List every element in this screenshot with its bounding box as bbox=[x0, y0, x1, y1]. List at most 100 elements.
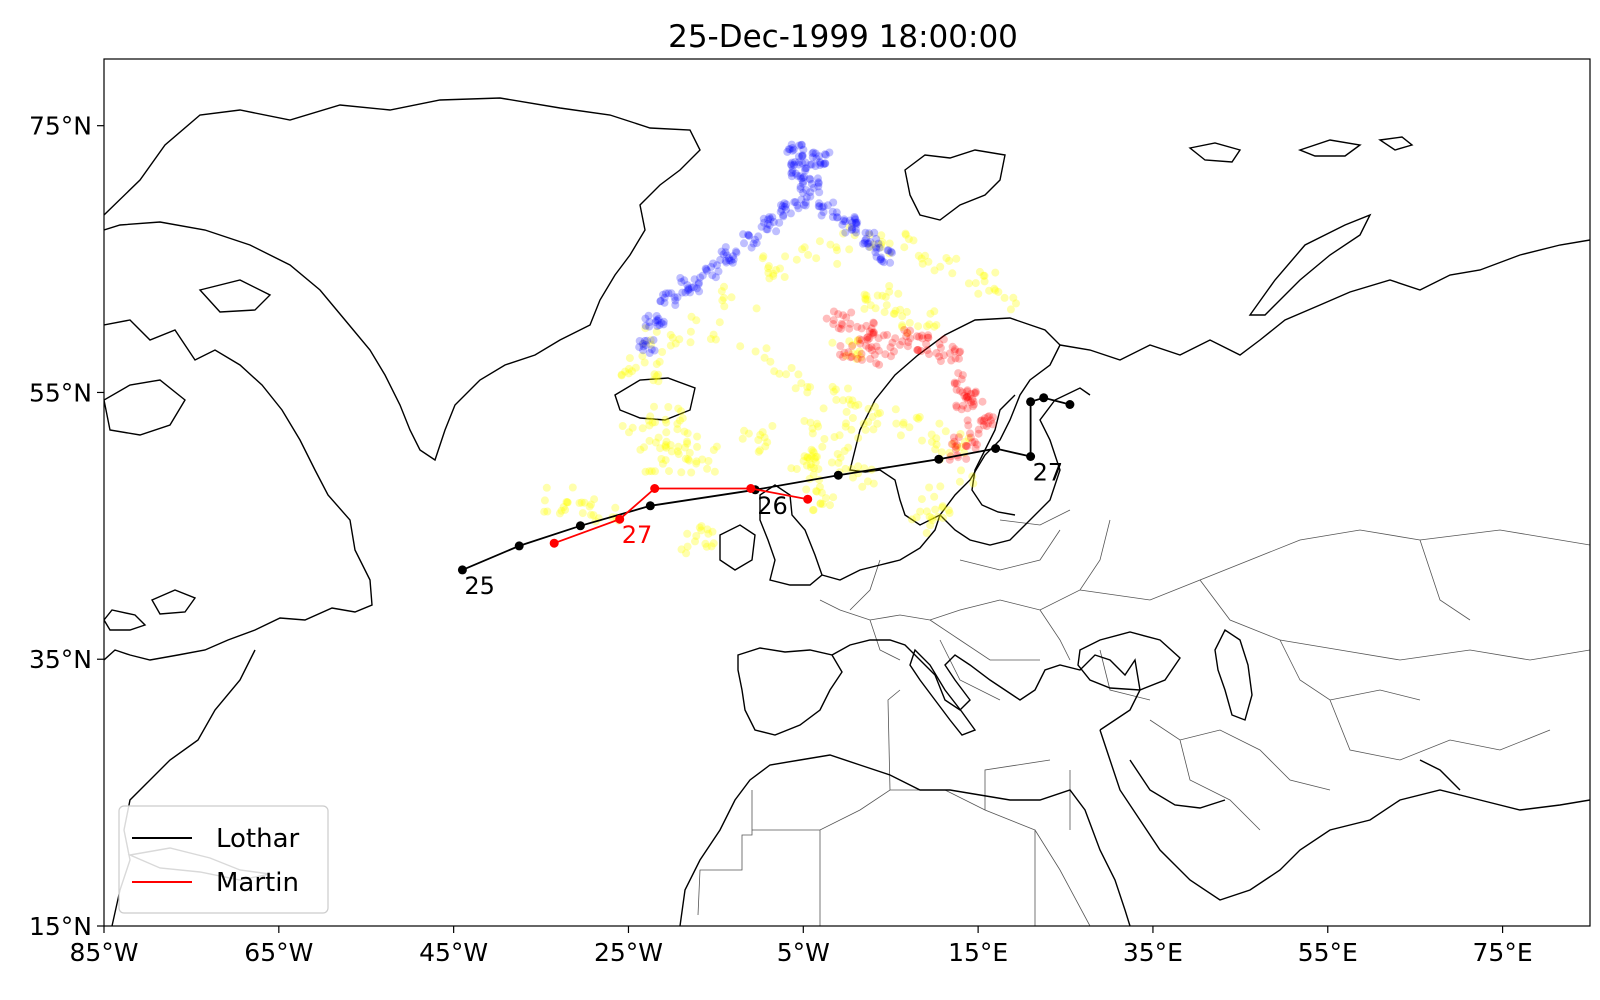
particle-yellow bbox=[807, 445, 816, 454]
particle-yellow bbox=[964, 279, 973, 288]
particle-yellow bbox=[847, 400, 855, 409]
particle-yellow bbox=[703, 464, 712, 473]
particle-blue bbox=[796, 185, 805, 193]
particle-red bbox=[966, 429, 974, 438]
particle-yellow bbox=[980, 277, 989, 286]
particle-blue bbox=[659, 290, 667, 299]
particle-blue bbox=[722, 258, 731, 267]
russia-north-coast bbox=[1059, 239, 1590, 361]
particle-yellow bbox=[715, 318, 724, 327]
particle-red bbox=[970, 389, 979, 398]
particle-red bbox=[867, 346, 876, 355]
particle-yellow bbox=[650, 402, 658, 411]
particle-blue bbox=[696, 273, 705, 282]
particle-yellow bbox=[766, 357, 775, 366]
particle-blue bbox=[806, 175, 815, 184]
particle-yellow bbox=[873, 291, 882, 300]
particle-blue bbox=[819, 208, 828, 216]
particle-blue bbox=[695, 287, 704, 296]
particle-yellow bbox=[701, 539, 710, 548]
particle-blue bbox=[780, 202, 789, 211]
particle-cloud bbox=[540, 140, 1020, 558]
particle-yellow bbox=[952, 254, 961, 263]
particle-yellow bbox=[683, 429, 692, 438]
particle-blue bbox=[751, 235, 759, 244]
particle-red bbox=[954, 433, 963, 442]
particle-yellow bbox=[704, 529, 713, 538]
particle-yellow bbox=[764, 268, 773, 277]
particle-yellow bbox=[809, 505, 818, 514]
particle-yellow bbox=[912, 513, 921, 522]
particle-yellow bbox=[787, 364, 796, 372]
particle-yellow bbox=[816, 499, 825, 508]
particle-yellow bbox=[918, 259, 927, 268]
particle-yellow bbox=[880, 308, 889, 317]
particle-yellow bbox=[685, 456, 694, 465]
particle-blue bbox=[808, 160, 816, 169]
particle-red bbox=[966, 390, 975, 398]
particle-yellow bbox=[645, 436, 654, 445]
particle-yellow bbox=[869, 425, 878, 434]
particle-blue bbox=[808, 153, 817, 162]
particle-yellow bbox=[650, 370, 659, 379]
particle-yellow bbox=[587, 500, 595, 509]
middle-east-coast bbox=[1099, 729, 1590, 901]
particle-yellow bbox=[969, 479, 978, 488]
track-point-lothar bbox=[991, 444, 1001, 453]
particle-yellow bbox=[845, 337, 854, 346]
particle-blue bbox=[797, 141, 806, 149]
particle-blue bbox=[811, 149, 820, 158]
particle-yellow bbox=[727, 293, 736, 302]
particle-blue bbox=[657, 318, 666, 327]
particle-yellow bbox=[687, 312, 696, 321]
particle-red bbox=[924, 331, 933, 340]
particle-yellow bbox=[625, 354, 634, 363]
particle-blue bbox=[832, 208, 841, 217]
particle-yellow bbox=[876, 243, 885, 252]
particle-blue bbox=[802, 164, 811, 173]
particle-blue bbox=[788, 144, 797, 152]
particle-blue bbox=[859, 239, 867, 248]
particle-yellow bbox=[861, 425, 870, 434]
particle-yellow bbox=[842, 419, 850, 428]
particle-yellow bbox=[814, 422, 823, 431]
particle-blue bbox=[809, 183, 818, 192]
particle-blue bbox=[670, 293, 679, 302]
particle-yellow bbox=[578, 509, 587, 518]
particle-yellow bbox=[662, 418, 671, 427]
italy-coast bbox=[909, 648, 977, 736]
particle-yellow bbox=[752, 304, 761, 313]
particle-red bbox=[982, 422, 991, 431]
particle-yellow bbox=[575, 499, 584, 507]
particle-yellow bbox=[695, 523, 704, 532]
particle-blue bbox=[654, 314, 663, 323]
particle-red bbox=[953, 441, 962, 450]
particle-yellow bbox=[945, 256, 954, 265]
particle-yellow bbox=[803, 453, 812, 462]
particle-yellow bbox=[1009, 293, 1018, 302]
particle-blue bbox=[724, 254, 733, 263]
particle-yellow bbox=[651, 418, 659, 427]
particle-blue bbox=[653, 322, 662, 330]
particle-red bbox=[961, 394, 970, 403]
particle-yellow bbox=[871, 304, 880, 313]
particle-blue bbox=[759, 214, 768, 223]
particle-red bbox=[862, 341, 871, 350]
particle-red bbox=[863, 335, 872, 344]
particle-yellow bbox=[814, 465, 823, 474]
particle-red bbox=[960, 391, 969, 400]
particle-blue bbox=[801, 201, 810, 210]
particle-yellow bbox=[942, 254, 951, 262]
particle-yellow bbox=[590, 495, 599, 504]
particle-blue bbox=[801, 198, 810, 207]
particle-yellow bbox=[860, 290, 869, 299]
particle-blue bbox=[796, 182, 805, 191]
particle-yellow bbox=[764, 262, 773, 271]
particle-yellow bbox=[948, 269, 957, 278]
particle-blue bbox=[802, 193, 811, 202]
particle-yellow bbox=[885, 239, 894, 248]
particle-blue bbox=[817, 211, 826, 220]
particle-blue bbox=[692, 284, 701, 293]
particle-red bbox=[952, 401, 961, 410]
particle-blue bbox=[872, 252, 881, 261]
